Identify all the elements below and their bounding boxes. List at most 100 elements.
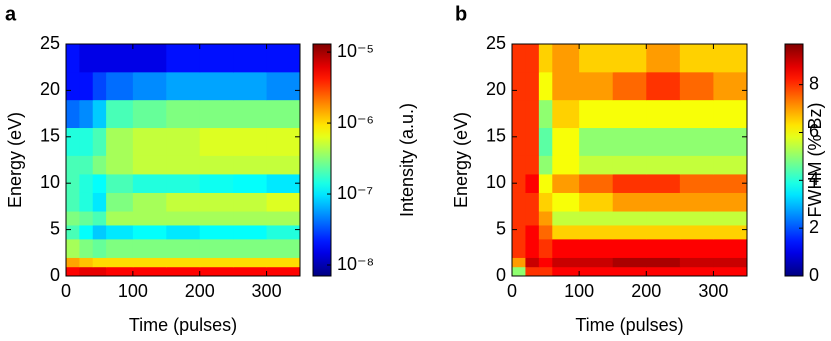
heat-cell xyxy=(132,127,167,156)
heat-cell xyxy=(92,99,107,129)
heat-cell xyxy=(713,192,748,212)
heat-cell xyxy=(132,257,167,268)
heat-cell xyxy=(552,173,580,193)
heat-cell xyxy=(106,155,134,175)
heat-cell xyxy=(66,173,80,193)
heat-cell xyxy=(266,173,301,193)
y-tick-label: 20 xyxy=(486,79,506,99)
colorbar xyxy=(312,43,332,277)
heat-cell xyxy=(79,192,94,212)
heat-cell xyxy=(199,266,234,277)
heat-cell xyxy=(538,127,553,156)
heat-cell xyxy=(525,192,540,212)
x-tick-label: 0 xyxy=(61,281,71,301)
heat-cell xyxy=(612,266,647,277)
heat-cell xyxy=(199,99,234,129)
heat-cell xyxy=(538,211,553,226)
heat-cell xyxy=(233,155,268,175)
x-tick-label: 300 xyxy=(252,281,282,301)
panel-label: b xyxy=(455,3,467,25)
heat-cell xyxy=(579,44,614,73)
heat-cell xyxy=(525,211,540,226)
heat-cell xyxy=(66,127,80,156)
heat-cell xyxy=(512,173,526,193)
heat-cell xyxy=(132,211,167,226)
heat-cell xyxy=(233,224,268,240)
heat-cell xyxy=(92,173,107,193)
x-tick-label: 300 xyxy=(698,281,728,301)
heat-cell xyxy=(679,127,714,156)
x-axis-label: Time (pulses) xyxy=(129,315,237,335)
heat-cell xyxy=(233,44,268,73)
colorbar-tick-label: 6 xyxy=(809,121,819,141)
heat-cell xyxy=(713,211,748,226)
heat-cell xyxy=(713,173,748,193)
heat-cell xyxy=(266,211,301,226)
heat-cell xyxy=(713,238,748,258)
heat-cell xyxy=(79,173,94,193)
heat-cell xyxy=(646,44,681,73)
heat-cell xyxy=(538,238,553,258)
y-tick-label: 5 xyxy=(496,218,506,238)
heat-cell xyxy=(266,71,301,101)
heat-cell xyxy=(679,238,714,258)
heat-cell xyxy=(166,257,201,268)
heat-cell xyxy=(199,44,234,73)
heat-cell xyxy=(579,266,614,277)
heat-cell xyxy=(106,192,134,212)
heat-cell xyxy=(233,257,268,268)
colorbar-tick-label: 8 xyxy=(809,73,819,93)
heat-cell xyxy=(266,127,301,156)
heat-cell xyxy=(66,224,80,240)
heat-cell xyxy=(106,173,134,193)
heat-cell xyxy=(166,127,201,156)
heat-cell xyxy=(106,224,134,240)
heat-cell xyxy=(646,266,681,277)
heat-cell xyxy=(525,224,540,240)
heat-cell xyxy=(538,99,553,129)
heat-cell xyxy=(166,224,201,240)
heat-cell xyxy=(713,127,748,156)
heat-cell xyxy=(679,266,714,277)
x-tick-label: 200 xyxy=(631,281,661,301)
y-tick-label: 20 xyxy=(40,79,60,99)
heat-cell xyxy=(266,99,301,129)
colorbar xyxy=(784,43,804,277)
heat-cell xyxy=(66,192,80,212)
heat-cell xyxy=(79,71,94,101)
heat-cell xyxy=(512,127,526,156)
heat-cell xyxy=(92,127,107,156)
heat-cell xyxy=(679,192,714,212)
heat-cell xyxy=(106,211,134,226)
heat-cell xyxy=(132,238,167,258)
heat-cell xyxy=(646,238,681,258)
heat-cell xyxy=(525,238,540,258)
heat-cell xyxy=(646,224,681,240)
heat-cell xyxy=(679,211,714,226)
heat-cell xyxy=(512,224,526,240)
heat-cell xyxy=(525,266,540,277)
heat-cell xyxy=(552,71,580,101)
x-axis-label: Time (pulses) xyxy=(575,315,683,335)
heat-cell xyxy=(266,257,301,268)
heat-cell xyxy=(66,71,80,101)
heat-cell xyxy=(92,211,107,226)
heat-cell xyxy=(646,155,681,175)
heat-cell xyxy=(132,71,167,101)
colorbar-tick-label: 10⁻⁵ xyxy=(337,41,374,61)
heat-cell xyxy=(552,211,580,226)
heat-cell xyxy=(79,211,94,226)
heat-cell xyxy=(512,211,526,226)
heat-cell xyxy=(538,71,553,101)
y-tick-label: 10 xyxy=(40,172,60,192)
heat-cell xyxy=(512,266,526,277)
heat-cell xyxy=(199,173,234,193)
heat-cell xyxy=(199,71,234,101)
y-tick-label: 0 xyxy=(496,265,506,285)
heat-cell xyxy=(579,155,614,175)
heat-cell xyxy=(66,155,80,175)
y-tick-label: 25 xyxy=(486,33,506,53)
heat-cell xyxy=(166,211,201,226)
heat-cell xyxy=(679,155,714,175)
